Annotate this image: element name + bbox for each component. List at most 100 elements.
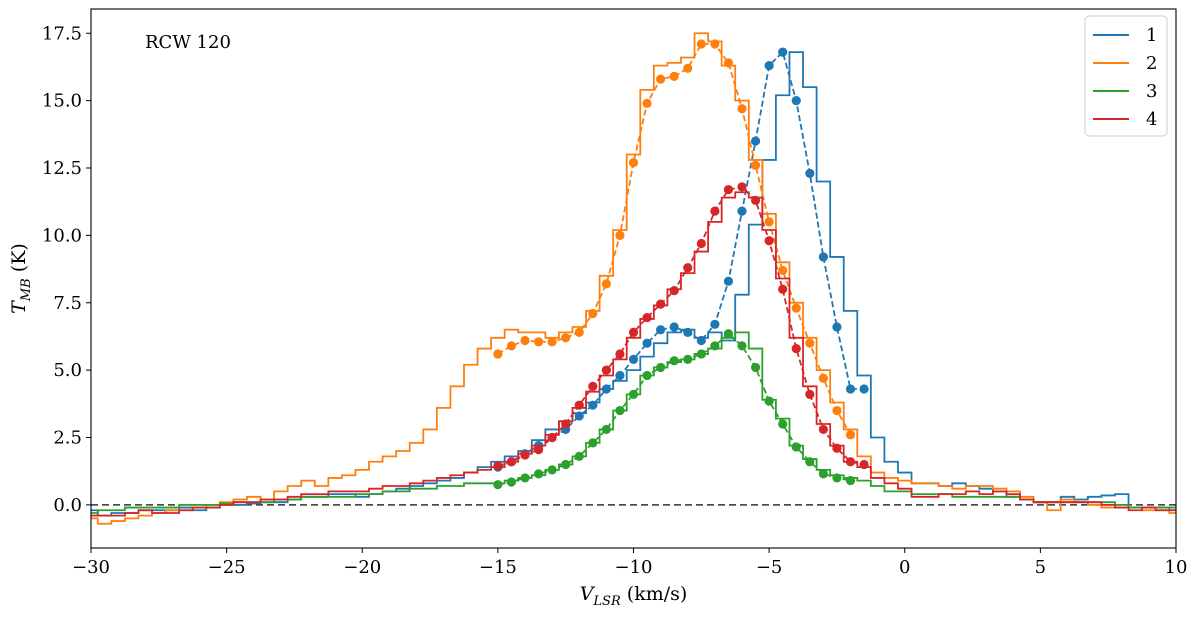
x-tick-label: −15: [479, 557, 517, 578]
fit-point-series-4: [832, 443, 842, 453]
fit-point-series-1: [859, 384, 869, 394]
fit-point-series-3: [805, 457, 815, 467]
x-tick-label: −10: [615, 557, 653, 578]
fit-point-series-3: [737, 341, 747, 351]
fit-point-series-2: [588, 308, 598, 319]
fit-point-series-4: [588, 381, 598, 391]
fit-point-series-3: [506, 477, 517, 487]
fit-point-series-3: [696, 349, 706, 359]
fit-point-series-3: [750, 362, 761, 373]
x-axis-label-main: V: [580, 583, 596, 605]
legend-label-3: 3: [1146, 81, 1157, 102]
fit-point-series-2: [506, 341, 517, 351]
fit-point-series-2: [574, 327, 584, 337]
fit-point-series-1: [588, 400, 598, 410]
fit-point-series-3: [710, 341, 720, 351]
series-3: [91, 329, 1176, 514]
fit-point-series-1: [574, 411, 584, 421]
fit-point-series-3: [832, 473, 842, 483]
axes: −30 −25 −20 −15 −10 −5 0 5 10 0.0 2.5 5.0 7.5 10.0 12.…: [8, 8, 1188, 609]
fit-point-series-1: [778, 47, 788, 57]
fit-point-series-3: [493, 480, 503, 490]
fit-point-series-4: [506, 457, 517, 467]
fit-point-series-4: [778, 284, 788, 294]
plot-area: [91, 32, 1176, 525]
fit-point-series-2: [642, 98, 652, 108]
fit-point-series-1: [737, 206, 747, 216]
fit-point-series-3: [791, 442, 801, 452]
fit-point-series-1: [628, 354, 639, 364]
legend-label-2: 2: [1146, 53, 1157, 74]
y-axis-label: TMB (K): [8, 243, 34, 314]
fit-point-series-4: [656, 299, 666, 309]
fit-point-series-3: [574, 451, 584, 461]
x-tick-label: −20: [343, 557, 381, 578]
fit-point-series-3: [588, 438, 598, 448]
fit-point-series-1: [832, 322, 842, 332]
legend: 1 2 3 4: [1084, 15, 1168, 137]
fit-point-series-2: [669, 71, 679, 81]
fit-point-series-3: [642, 370, 652, 381]
fit-point-series-4: [628, 327, 639, 337]
fit-point-series-2: [656, 74, 666, 84]
fit-point-series-3: [669, 356, 679, 366]
fit-point-series-3: [615, 405, 625, 416]
fit-point-series-2: [683, 63, 693, 73]
fit-point-series-2: [601, 279, 611, 289]
fit-point-series-3: [723, 329, 734, 339]
fit-point-series-4: [764, 236, 774, 246]
fit-point-series-2: [723, 58, 734, 68]
x-axis-label-sub: LSR: [592, 594, 621, 609]
fit-point-series-2: [750, 160, 761, 170]
fit-point-series-1: [805, 168, 815, 178]
fit-point-series-1: [656, 325, 666, 335]
fit-point-series-1: [710, 319, 720, 329]
fit-point-series-4: [805, 389, 815, 399]
fit-point-series-4: [791, 343, 801, 354]
fit-point-series-4: [561, 419, 571, 429]
fit-point-series-1: [669, 322, 679, 332]
fit-point-series-2: [710, 39, 720, 49]
fit-point-series-2: [561, 333, 571, 343]
y-tick-label: 7.5: [53, 293, 82, 314]
x-tick-label: −30: [72, 557, 110, 578]
fit-line-series-1: [497, 50, 865, 468]
x-axis-label-unit: (km/s): [621, 583, 688, 605]
fit-point-series-1: [683, 327, 693, 337]
fit-point-series-1: [818, 252, 828, 262]
fit-point-series-4: [845, 457, 856, 467]
fit-point-series-4: [818, 424, 828, 435]
fit-point-series-4: [493, 461, 503, 471]
y-tick-label: 0.0: [53, 495, 82, 516]
fit-point-series-4: [547, 432, 557, 443]
fit-point-series-2: [615, 230, 625, 240]
fit-point-series-3: [656, 362, 666, 373]
y-tick-label: 12.5: [42, 158, 82, 179]
fit-point-series-3: [683, 354, 693, 364]
y-tick-label: 2.5: [53, 428, 82, 449]
x-tick-label: −5: [756, 557, 783, 578]
fit-point-series-3: [547, 465, 557, 475]
fit-point-series-1: [764, 60, 774, 71]
fit-point-series-2: [696, 39, 706, 49]
x-tick-label: −25: [208, 557, 246, 578]
fit-point-series-2: [737, 104, 747, 114]
region-annotation: RCW 120: [145, 32, 231, 53]
fit-point-series-1: [642, 338, 652, 348]
y-axis-label-unit: (K): [8, 243, 30, 278]
fit-point-series-2: [628, 158, 639, 168]
fit-point-series-4: [574, 400, 584, 410]
fit-point-series-2: [533, 337, 544, 347]
fit-point-series-1: [696, 335, 706, 346]
fit-point-series-4: [750, 195, 761, 205]
fit-point-series-1: [845, 384, 856, 394]
fit-point-series-4: [683, 263, 693, 273]
x-tick-label: 0: [899, 557, 910, 578]
fit-point-series-2: [520, 335, 530, 346]
step-line-series-3: [91, 331, 1176, 514]
y-axis-label-main: T: [8, 300, 30, 314]
fit-point-series-1: [791, 96, 801, 106]
x-tick-label: 10: [1165, 557, 1188, 578]
fit-point-series-3: [845, 476, 856, 486]
